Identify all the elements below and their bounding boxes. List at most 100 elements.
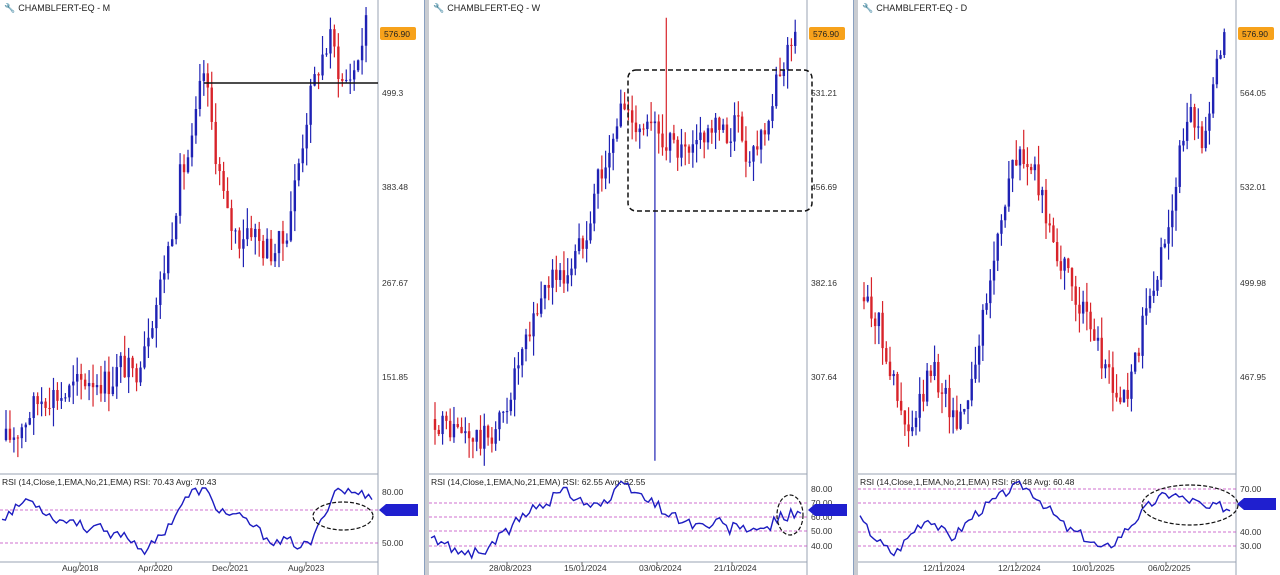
price-chart-monthly[interactable]: 499.3 383.48 267.67 151.85 576.90 RSI (14,Clo… (0, 0, 424, 575)
candle-body-up (646, 121, 649, 130)
candle-body-down (8, 428, 12, 440)
candle-body-up (1148, 295, 1152, 309)
last-price-label: 576.90 (813, 29, 839, 39)
candle-body-down (333, 29, 336, 47)
candle-body-up (532, 313, 535, 337)
candle-body-down (907, 424, 910, 432)
candle-body-up (254, 228, 257, 238)
candle-body-down (955, 410, 959, 429)
price-chart-daily[interactable]: 564.05 532.01 499.98 467.95 576.90 RSI (14,Cl… (858, 0, 1280, 575)
candle-body-up (1081, 301, 1085, 314)
candle-body-down (676, 139, 679, 158)
candle-body-up (115, 367, 118, 387)
candle-body-up (877, 312, 881, 327)
candle-body-up (970, 378, 973, 401)
rsi-highlight-ellipse (776, 494, 804, 536)
rsi-line (859, 480, 1231, 557)
candle-body-up (4, 428, 8, 440)
price-chart-weekly[interactable]: 531.21 456.69 382.16 307.64 576.90 RSI (14,Cl… (429, 0, 853, 575)
candle-body-down (547, 285, 550, 288)
candle-body-down (763, 130, 767, 135)
candle-body-up (775, 74, 778, 107)
consolidation-box (627, 69, 813, 212)
rsi-axis-label: 40.00 (811, 541, 833, 551)
candle-body-up (174, 215, 178, 240)
candle-body-up (1122, 389, 1126, 403)
pane-title: 🔧 CHAMBLFERT-EQ - M (4, 3, 111, 13)
plot-background (429, 0, 807, 575)
candle-body-down (1193, 107, 1196, 128)
last-price-label: 576.90 (1242, 29, 1268, 39)
candle-body-down (1055, 242, 1059, 262)
candle-body-down (536, 313, 539, 315)
candle-body-up (40, 401, 43, 405)
candle-body-up (539, 298, 543, 314)
time-axis-label: Apr/2020 (138, 563, 173, 573)
candle-body-up (963, 409, 966, 412)
candle-body-up (52, 389, 55, 408)
price-axis-label: 531.21 (811, 88, 837, 98)
candle-body-down (661, 133, 664, 148)
candle-body-down (627, 109, 630, 111)
candle-body-up (483, 425, 486, 449)
candle-body-down (744, 140, 748, 162)
candle-body-up (1063, 258, 1066, 271)
wrench-icon[interactable]: 🔧 (862, 3, 874, 13)
time-axis-label: 28/08/2023 (489, 563, 532, 573)
candle-body-down (1026, 164, 1029, 168)
candle-body-up (892, 373, 895, 377)
chart-pane-monthly[interactable]: 499.3 383.48 267.67 151.85 576.90 RSI (14,Clo… (0, 0, 424, 575)
chart-pane-weekly[interactable]: 531.21 456.69 382.16 307.64 576.90 RSI (14,Cl… (429, 0, 853, 575)
candle-body-up (143, 346, 146, 368)
candle-body-down (230, 208, 233, 231)
candle-body-down (600, 169, 604, 179)
candle-body-down (210, 87, 213, 122)
candle-body-down (684, 144, 687, 147)
candle-body-down (1200, 126, 1204, 149)
candle-body-up (289, 211, 293, 241)
candle-body-down (214, 121, 217, 165)
candle-body-up (325, 53, 328, 55)
price-axis-label: 267.67 (382, 278, 408, 288)
candle-body-down (456, 424, 459, 427)
time-axis-label: 10/01/2025 (1072, 563, 1115, 573)
candle-body-up (574, 251, 577, 269)
candle-body-down (703, 132, 706, 143)
candle-body-up (733, 115, 736, 142)
candle-body-down (687, 146, 691, 153)
candle-body-up (147, 337, 150, 347)
candle-body-down (250, 228, 253, 238)
price-axis-label: 307.64 (811, 372, 837, 382)
candle-body-up (119, 355, 122, 368)
candle-body-down (740, 116, 744, 141)
candle-body-down (1029, 167, 1033, 171)
candle-body-up (996, 233, 999, 261)
candle-body-up (28, 418, 31, 425)
candle-body-up (24, 424, 27, 428)
candle-body-down (448, 420, 452, 438)
price-axis-label: 456.69 (811, 182, 837, 192)
candle-body-up (452, 424, 456, 438)
candle-body-up (321, 54, 324, 76)
candle-body-up (959, 411, 962, 429)
candles (4, 7, 368, 458)
candle-body-down (222, 171, 225, 191)
candle-body-down (36, 396, 39, 405)
candle-body-up (1011, 159, 1014, 179)
candle-body-up (1189, 107, 1193, 122)
candle-body-up (604, 167, 607, 179)
price-axis-label: 151.85 (382, 372, 408, 382)
candle-body-down (83, 379, 87, 387)
candle-body-down (56, 389, 59, 401)
wrench-icon[interactable]: 🔧 (4, 3, 16, 13)
candle-body-up (925, 370, 929, 402)
candle-body-down (623, 103, 626, 110)
chart-pane-daily[interactable]: 564.05 532.01 499.98 467.95 576.90 RSI (14,Cl… (858, 0, 1280, 575)
candle-body-down (107, 371, 111, 395)
wrench-icon[interactable]: 🔧 (433, 3, 445, 13)
candle-body-up (1208, 113, 1211, 131)
candle-body-down (630, 110, 634, 123)
candle-body-up (1133, 352, 1137, 372)
candle-body-up (68, 385, 71, 398)
candle-body-up (866, 296, 869, 302)
